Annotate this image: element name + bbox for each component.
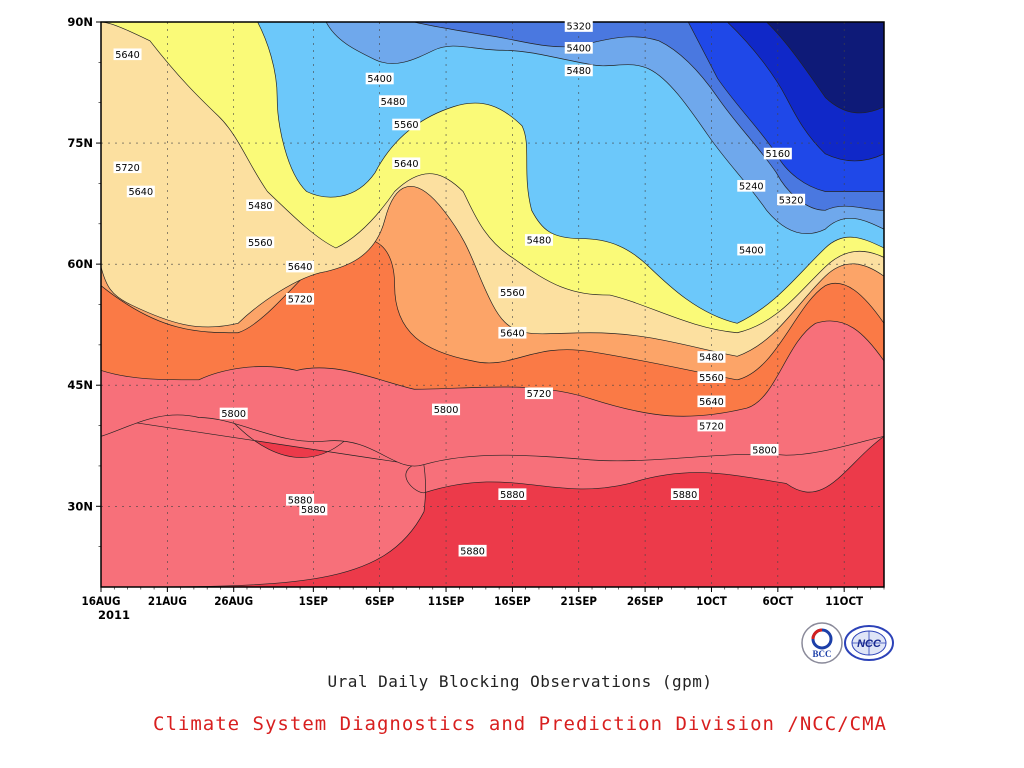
contour-label: 5720 — [288, 295, 313, 306]
contour-label-box — [737, 243, 766, 256]
contour-label-box — [498, 286, 527, 299]
y-tick-label: 75N — [67, 136, 93, 150]
contour-label-box — [697, 419, 726, 432]
ncc-logo-text: NCC — [857, 638, 882, 650]
contour-label-box — [750, 443, 779, 456]
contour-label: 5640 — [115, 50, 140, 61]
contour-label-box — [498, 326, 527, 339]
x-tick-label: 21SEP — [561, 594, 598, 608]
contour-label-box — [286, 293, 315, 305]
contour-label-box — [246, 236, 275, 249]
contour-label-box — [365, 72, 394, 85]
contour-label-box — [670, 488, 699, 500]
contour-label-box — [524, 234, 553, 246]
contour-label-box — [564, 64, 593, 77]
contour-label-box — [737, 180, 766, 192]
contour-label-box — [299, 503, 328, 516]
y-tick-label: 90N — [67, 15, 93, 29]
contour-label: 5560 — [248, 238, 273, 249]
credit-line: Climate System Diagnostics and Predictio… — [153, 713, 887, 735]
contour-labels: 5640572056405480556056405720580058805880… — [113, 20, 806, 557]
ncc-logo-icon: NCC — [844, 625, 894, 661]
contour-label: 5560 — [500, 288, 525, 299]
bcc-logo-icon: BCC — [801, 622, 843, 664]
contour-label-box — [697, 395, 726, 408]
y-tick-label: 45N — [67, 378, 93, 392]
contour-label: 5880 — [500, 490, 525, 501]
x-tick-label: 16SEP — [494, 594, 531, 608]
contour-label: 5800 — [752, 445, 777, 456]
contour-label-box — [524, 387, 553, 400]
x-tick-label: 11SEP — [428, 594, 465, 608]
contour-label: 5640 — [394, 159, 419, 170]
x-tick-label: 26AUG — [214, 594, 253, 608]
x-tick-label: 26SEP — [627, 594, 664, 608]
contour-label: 5480 — [699, 353, 724, 364]
contour-label: 5880 — [673, 490, 698, 501]
contour-fills — [101, 22, 884, 587]
contour-label-box — [286, 494, 315, 506]
contour-label-box — [392, 118, 421, 131]
contour-label: 5400 — [367, 74, 392, 85]
contour-label: 5800 — [434, 405, 459, 416]
contour-label-box — [697, 351, 726, 363]
x-tick-label: 16AUG — [82, 594, 121, 608]
contour-label-box — [498, 488, 527, 500]
contour-label: 5320 — [566, 22, 591, 33]
x-tick-label: 21AUG — [148, 594, 187, 608]
y-tick-label: 30N — [67, 499, 93, 513]
contour-label: 5880 — [301, 505, 326, 516]
contour-label: 5880 — [288, 496, 313, 507]
x-tick-label: 11OCT — [825, 594, 863, 608]
x-year-label: 2011 — [98, 608, 130, 622]
bcc-logo-text: BCC — [812, 649, 831, 659]
contour-label-box — [432, 403, 461, 416]
contour-label-box — [246, 199, 275, 212]
contour-label-box — [126, 185, 155, 198]
contour-label: 5480 — [381, 97, 406, 108]
x-tick-label: 6OCT — [763, 594, 794, 608]
contour-label-box — [219, 407, 248, 420]
contour-band-5000 — [766, 22, 884, 114]
contour-label: 5480 — [527, 236, 552, 247]
contour-label: 5480 — [566, 66, 591, 77]
contour-label-box — [564, 20, 593, 32]
contour-label: 5560 — [394, 120, 419, 131]
y-tick-label: 60N — [67, 257, 93, 271]
contour-label: 5400 — [566, 44, 591, 55]
contour-label: 5240 — [739, 182, 764, 193]
contour-label: 5400 — [739, 245, 764, 256]
contour-label: 5720 — [527, 389, 552, 400]
contour-label: 5640 — [699, 397, 724, 408]
contour-label-box — [286, 260, 315, 273]
contour-label: 5720 — [115, 163, 140, 174]
x-tick-label: 6SEP — [365, 594, 395, 608]
contour-label-box — [763, 147, 792, 160]
contour-label-box — [378, 95, 407, 107]
contour-label-box — [113, 161, 142, 174]
contour-label: 5160 — [766, 149, 791, 160]
contour-label: 5560 — [699, 373, 724, 384]
contour-label: 5480 — [248, 201, 273, 212]
contour-label-box — [458, 544, 487, 557]
contour-label: 5320 — [779, 195, 804, 206]
contour-label: 5640 — [288, 262, 313, 273]
contour-label: 5640 — [500, 328, 525, 339]
axis-ticks: 16AUG 21AUG 26AUG 1SEP 6SEP 11SEP 16SEP 21SEP 26… — [67, 15, 885, 622]
contour-label: 5640 — [129, 187, 154, 198]
contour-label-box — [777, 193, 806, 206]
contour-label-box — [113, 48, 142, 61]
contour-label: 5880 — [460, 546, 485, 557]
chart-title: Ural Daily Blocking Observations (gpm) — [327, 672, 713, 691]
contour-label-box — [697, 371, 726, 383]
x-tick-label: 1SEP — [299, 594, 329, 608]
x-tick-label: 1OCT — [696, 594, 727, 608]
contour-label-box — [392, 157, 421, 170]
contour-label: 5720 — [699, 421, 724, 432]
contour-label-box — [564, 42, 593, 54]
contour-label: 5800 — [221, 409, 246, 420]
